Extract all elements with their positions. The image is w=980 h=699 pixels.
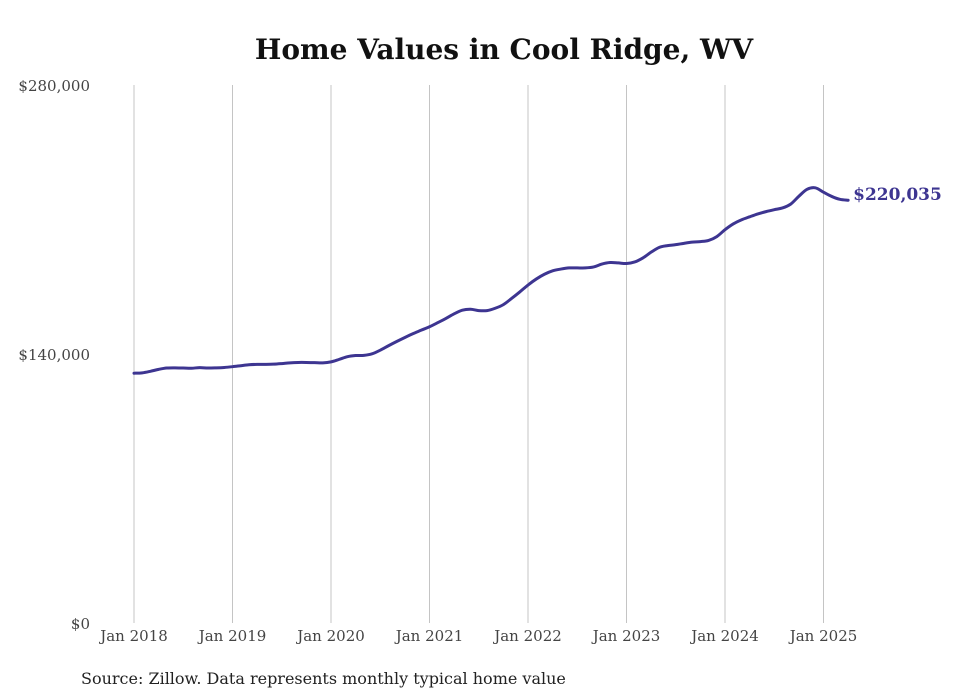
series-line <box>132 186 850 375</box>
grid <box>133 85 824 623</box>
x-axis: Jan 2018 Jan 2019 Jan 2020 Jan 2021 Jan 2022… <box>98 627 857 645</box>
y-tick-label: $140,000 <box>18 346 90 364</box>
x-tick-label: Jan 2020 <box>295 627 365 645</box>
series-layer <box>132 186 850 375</box>
y-axis: $0 $140,000 $280,000 <box>18 77 90 633</box>
x-tick-label: Jan 2022 <box>492 627 562 645</box>
end-value-label: $220,035 <box>853 185 942 205</box>
x-tick-label: Jan 2023 <box>591 627 661 645</box>
x-tick-label: Jan 2025 <box>788 627 858 645</box>
x-tick-label: Jan 2021 <box>394 627 464 645</box>
x-tick-label: Jan 2019 <box>197 627 267 645</box>
source-note: Source: Zillow. Data represents monthly … <box>81 669 566 688</box>
y-tick-label: $280,000 <box>18 77 90 95</box>
chart-title: Home Values in Cool Ridge, WV <box>255 33 755 66</box>
x-tick-label: Jan 2018 <box>98 627 168 645</box>
x-tick-label: Jan 2024 <box>689 627 759 645</box>
y-tick-label: $0 <box>71 615 90 633</box>
